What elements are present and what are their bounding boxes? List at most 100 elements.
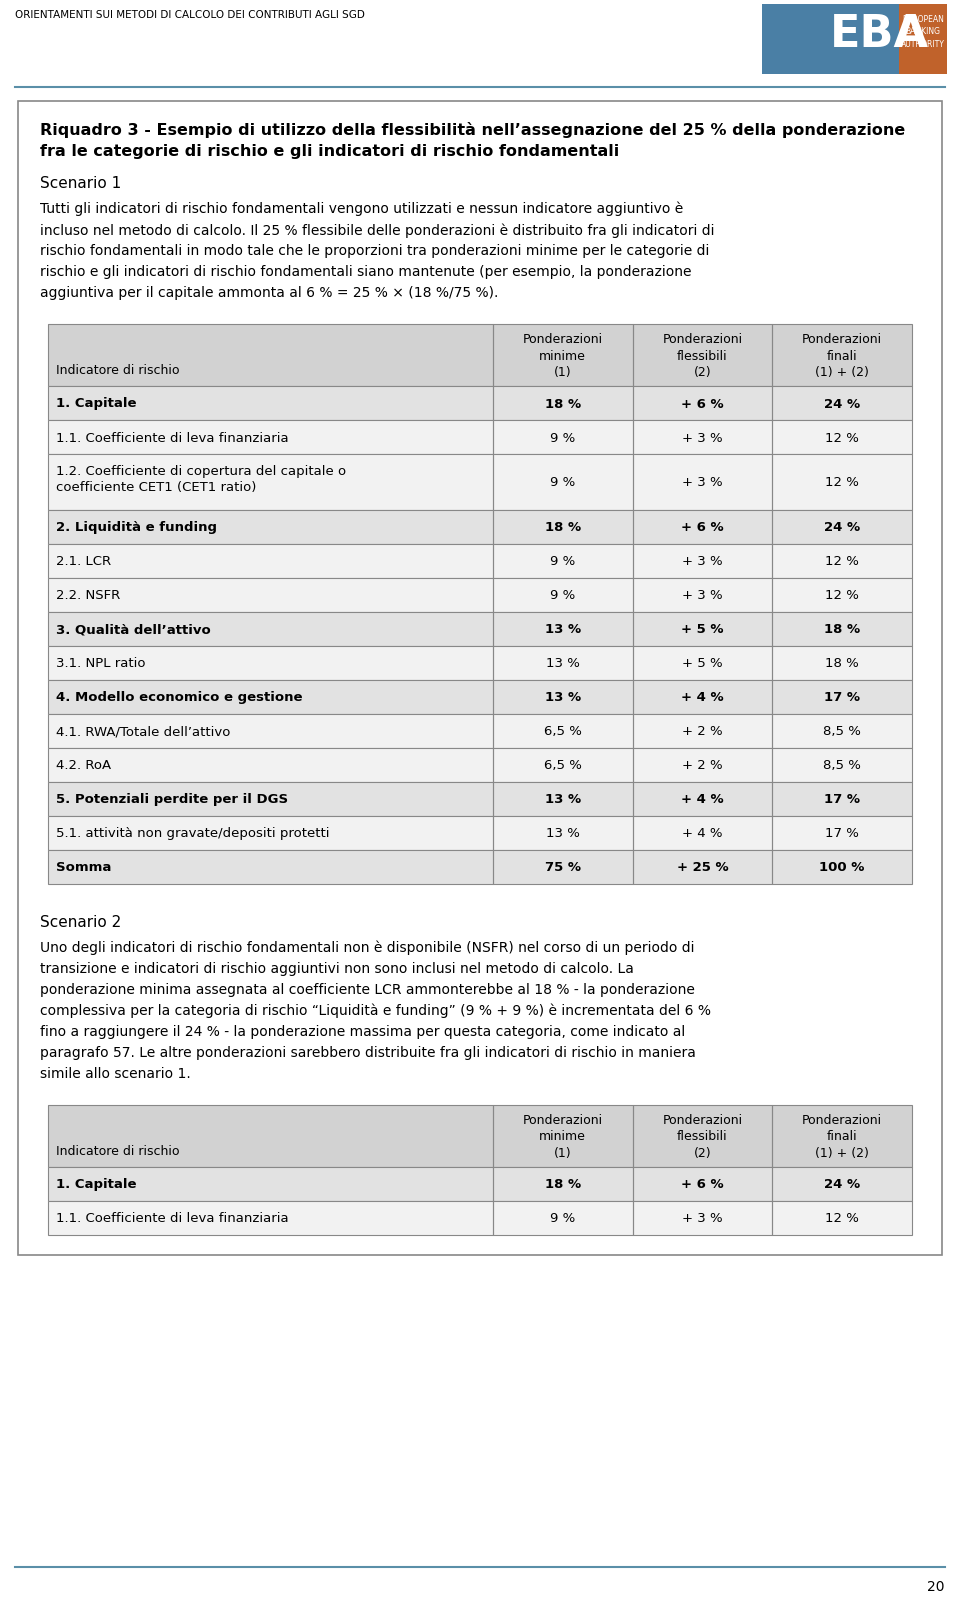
Bar [493,579,633,612]
Bar [772,714,912,748]
Text: 4.1. RWA/Totale dell’attivo: 4.1. RWA/Totale dell’attivo [56,725,230,738]
Text: 1. Capitale: 1. Capitale [56,398,136,411]
Text: Riquadro 3 - Esempio di utilizzo della flessibilità nell’assegnazione del 25 % d: Riquadro 3 - Esempio di utilizzo della f… [40,122,905,138]
Text: Ponderazioni
minime
(1): Ponderazioni minime (1) [523,333,603,378]
Text: + 2 %: + 2 % [683,760,723,773]
Text: + 6 %: + 6 % [682,398,724,411]
Text: rischio fondamentali in modo tale che le proporzioni tra ponderazioni minime per: rischio fondamentali in modo tale che le… [40,243,709,258]
Text: Scenario 2: Scenario 2 [40,914,121,930]
Text: + 6 %: + 6 % [682,1178,724,1191]
Text: 3. Qualità dell’attivo: 3. Qualità dell’attivo [56,623,211,636]
Text: 9 %: 9 % [550,1212,575,1225]
Text: 8,5 %: 8,5 % [824,760,861,773]
Bar [633,386,772,420]
Text: + 5 %: + 5 % [682,623,724,636]
Bar [48,782,912,816]
Bar [772,386,912,420]
Bar [772,1105,912,1167]
Bar [493,1201,633,1235]
Text: Tutti gli indicatori di rischio fondamentali vengono utilizzati e nessun indicat: Tutti gli indicatori di rischio fondamen… [40,201,684,216]
Bar [48,816,912,850]
Bar [48,714,493,748]
Bar [48,816,493,850]
Text: 17 %: 17 % [824,794,860,807]
Text: ORIENTAMENTI SUI METODI DI CALCOLO DEI CONTRIBUTI AGLI SGD: ORIENTAMENTI SUI METODI DI CALCOLO DEI C… [15,10,365,19]
Text: EBA: EBA [830,13,929,55]
Text: aggiuntiva per il capitale ammonta al 6 % = 25 % × (18 %/75 %).: aggiuntiva per il capitale ammonta al 6 … [40,286,498,300]
Bar [48,545,493,579]
Bar [48,454,912,511]
Text: Somma: Somma [56,860,111,873]
Text: Indicatore di rischio: Indicatore di rischio [56,364,180,377]
Bar [48,386,912,420]
Bar [772,1201,912,1235]
Text: 9 %: 9 % [550,589,575,602]
Text: 13 %: 13 % [544,691,581,704]
Bar [633,579,772,612]
Text: complessiva per la categoria di rischio “Liquidità e funding” (9 % + 9 %) è incr: complessiva per la categoria di rischio … [40,1003,711,1018]
Bar [48,612,493,646]
Bar [633,816,772,850]
Bar [633,545,772,579]
Text: 13 %: 13 % [544,794,581,807]
Text: + 3 %: + 3 % [683,432,723,445]
Bar [48,1167,493,1201]
Bar [48,1167,912,1201]
Bar [633,454,772,511]
Text: incluso nel metodo di calcolo. Il 25 % flessibile delle ponderazioni è distribui: incluso nel metodo di calcolo. Il 25 % f… [40,222,714,237]
Text: Uno degli indicatori di rischio fondamentali non è disponibile (NSFR) nel corso : Uno degli indicatori di rischio fondamen… [40,940,694,954]
Bar [633,850,772,885]
Text: 18 %: 18 % [544,521,581,534]
Bar [772,748,912,782]
Bar [633,714,772,748]
Bar [48,748,493,782]
Text: 20: 20 [927,1579,945,1594]
Bar [633,680,772,714]
Text: 17 %: 17 % [824,691,860,704]
Bar [493,386,633,420]
Text: 8,5 %: 8,5 % [824,725,861,738]
Text: 18 %: 18 % [544,1178,581,1191]
Bar [633,646,772,680]
Text: fra le categorie di rischio e gli indicatori di rischio fondamentali: fra le categorie di rischio e gli indica… [40,144,619,159]
Bar [48,748,912,782]
Bar [633,511,772,545]
Bar [48,612,912,646]
Text: ponderazione minima assegnata al coefficiente LCR ammonterebbe al 18 % - la pond: ponderazione minima assegnata al coeffic… [40,982,695,997]
Text: 9 %: 9 % [550,432,575,445]
Text: 24 %: 24 % [824,398,860,411]
Text: + 6 %: + 6 % [682,521,724,534]
Text: coefficiente CET1 (CET1 ratio): coefficiente CET1 (CET1 ratio) [56,480,256,493]
Text: paragrafo 57. Le altre ponderazioni sarebbero distribuite fra gli indicatori di : paragrafo 57. Le altre ponderazioni sare… [40,1045,696,1060]
Bar [493,782,633,816]
Bar [48,420,493,454]
Text: Ponderazioni
flessibili
(2): Ponderazioni flessibili (2) [662,333,742,378]
Text: + 3 %: + 3 % [683,555,723,568]
Text: + 4 %: + 4 % [683,828,723,841]
Text: 3.1. NPL ratio: 3.1. NPL ratio [56,657,146,670]
Bar [48,782,493,816]
Bar [772,850,912,885]
Text: + 2 %: + 2 % [683,725,723,738]
Bar [772,511,912,545]
Bar [772,816,912,850]
Bar [493,1105,633,1167]
Bar [772,545,912,579]
Text: Ponderazioni
flessibili
(2): Ponderazioni flessibili (2) [662,1113,742,1159]
Text: 12 %: 12 % [826,555,859,568]
Text: 2. Liquidità e funding: 2. Liquidità e funding [56,521,217,534]
Text: 6,5 %: 6,5 % [544,760,582,773]
Text: 2.2. NSFR: 2.2. NSFR [56,589,120,602]
Bar [493,680,633,714]
Text: 4. Modello economico e gestione: 4. Modello economico e gestione [56,691,302,704]
Text: 24 %: 24 % [824,521,860,534]
Text: 17 %: 17 % [826,828,859,841]
Bar [48,545,912,579]
Bar [772,646,912,680]
Text: 13 %: 13 % [546,657,580,670]
Text: 1.1. Coefficiente di leva finanziaria: 1.1. Coefficiente di leva finanziaria [56,1212,289,1225]
Bar [633,1201,772,1235]
Text: Indicatore di rischio: Indicatore di rischio [56,1144,180,1157]
Bar [48,325,493,386]
Text: + 3 %: + 3 % [683,476,723,489]
